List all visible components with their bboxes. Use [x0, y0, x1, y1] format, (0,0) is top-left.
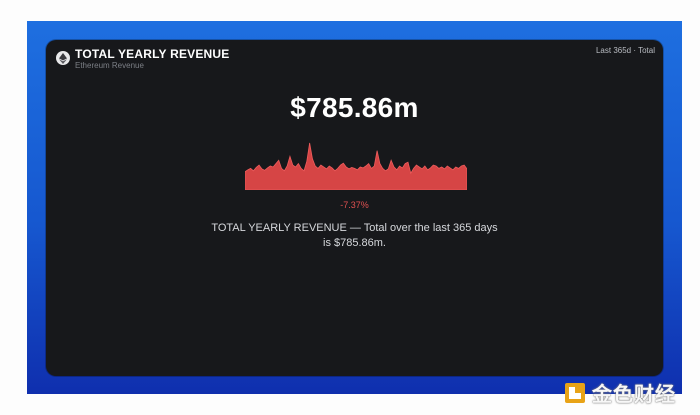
- ethereum-icon: [56, 51, 70, 65]
- revenue-value: $785.86m: [290, 92, 419, 123]
- description-line-2: is $785.86m.: [323, 237, 386, 249]
- card-subtitle: Ethereum Revenue: [75, 61, 144, 70]
- jinse-logo-icon: [565, 382, 585, 403]
- sparkline-area: [245, 142, 467, 190]
- watermark-text: 金色财经: [592, 382, 676, 406]
- change-percent: -7.37%: [340, 200, 369, 210]
- description-line-1: TOTAL YEARLY REVENUE — Total over the la…: [211, 222, 498, 234]
- period-label: Last 365d · Total: [595, 46, 655, 55]
- revenue-sparkline: [245, 142, 467, 190]
- revenue-card: TOTAL YEARLY REVENUE Ethereum Revenue La…: [46, 40, 663, 376]
- watermark: 金色财经: [563, 378, 676, 407]
- card-description: TOTAL YEARLY REVENUE — Total over the la…: [196, 221, 513, 251]
- card-title: TOTAL YEARLY REVENUE: [75, 47, 230, 61]
